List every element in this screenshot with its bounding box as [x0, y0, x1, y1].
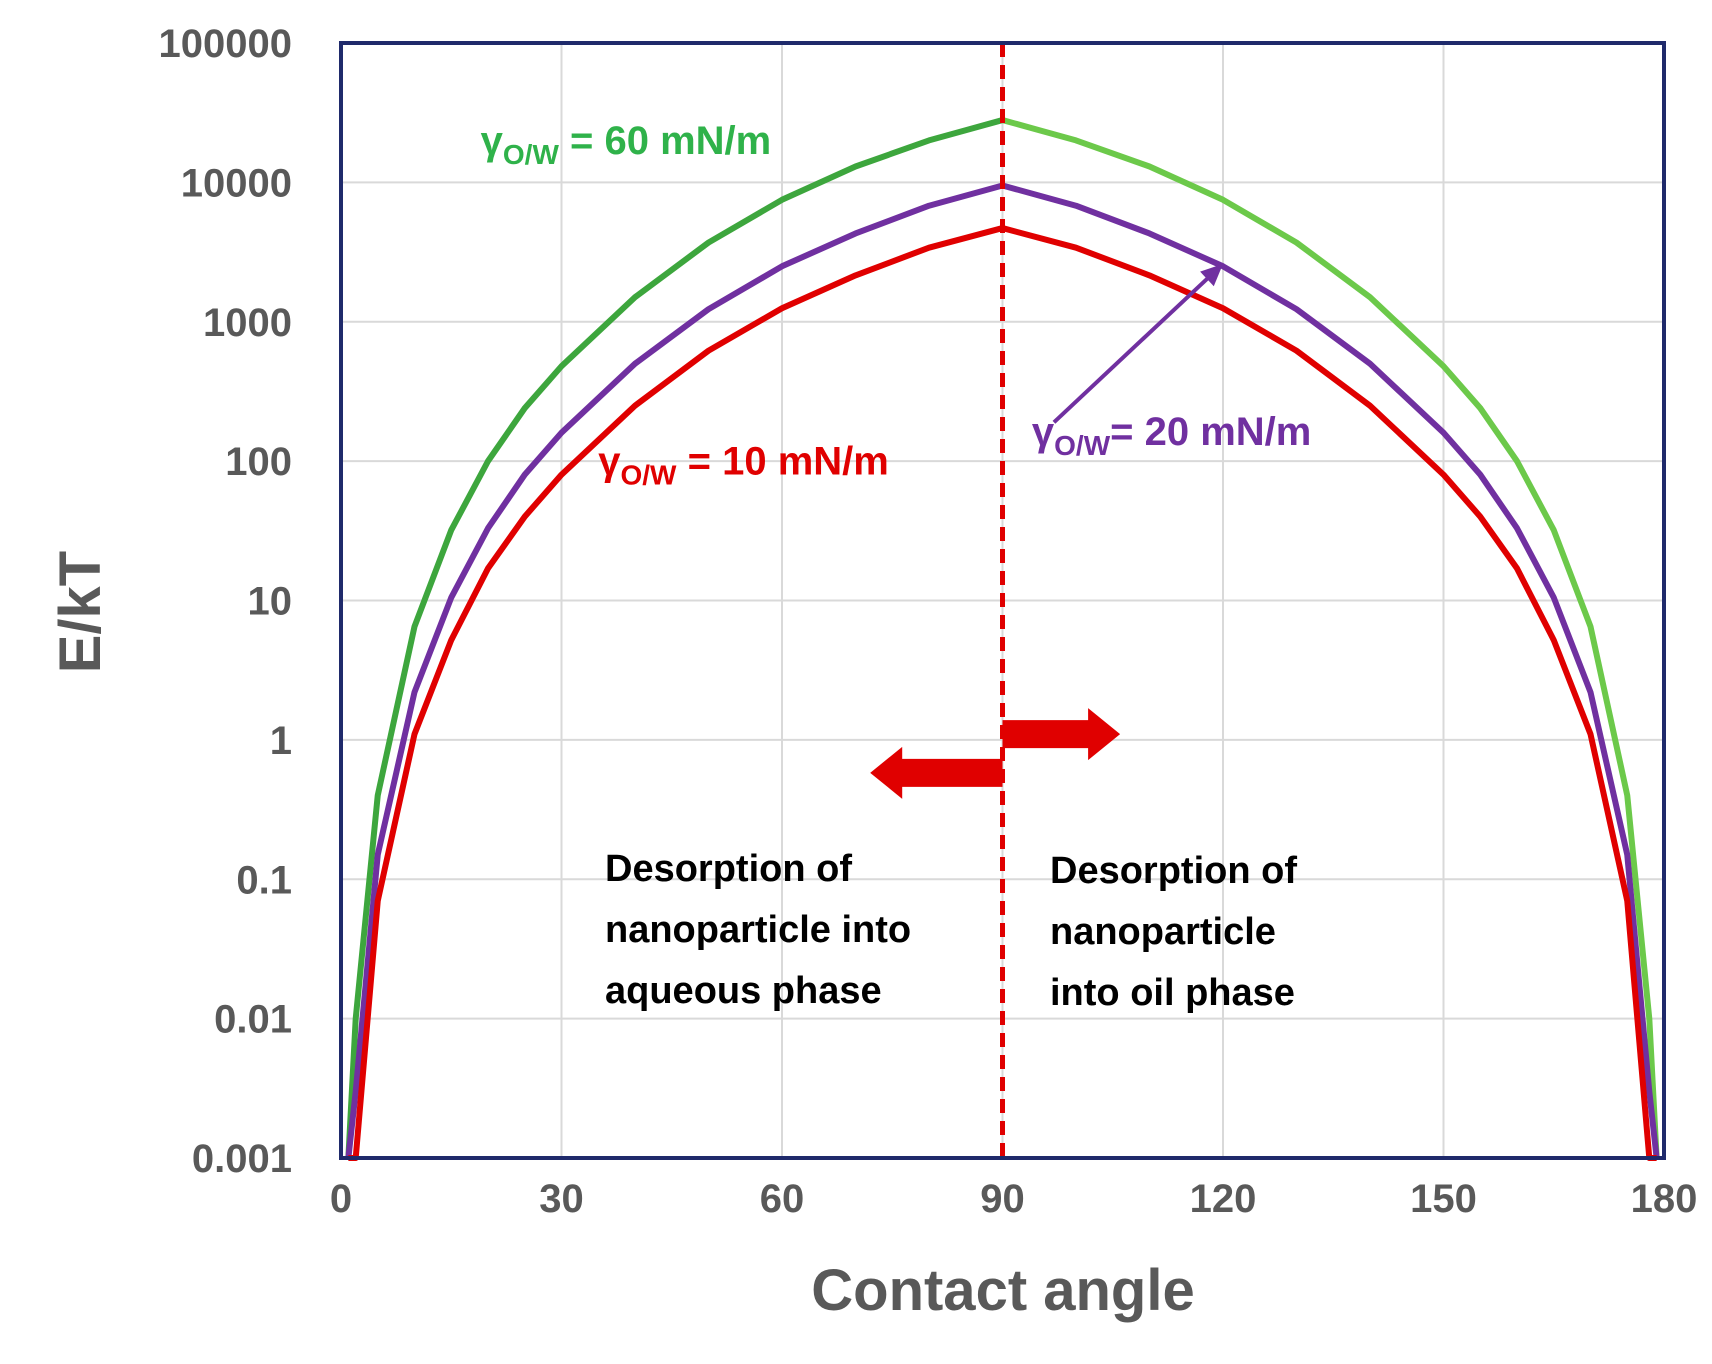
arrow-right-oil — [1002, 708, 1121, 761]
desc-left-line-2: nanoparticle into — [605, 909, 911, 951]
series-line-60-right — [1001, 117, 1660, 1159]
label-20-pointer-head — [1200, 263, 1223, 287]
tick-labels: 0 30 60 90 120 150 180 0.001 0.01 0.1 1 10 100 1000 10… — [159, 22, 1698, 1221]
desc-right-line-3: into oil phase — [1050, 972, 1295, 1014]
x-tick-label: 60 — [760, 1177, 805, 1221]
x-tick-label: 30 — [539, 1177, 584, 1221]
y-tick-label: 1000 — [203, 301, 292, 345]
y-tick-label: 1 — [270, 719, 292, 763]
y-tick-label: 0.1 — [236, 858, 292, 902]
x-tick-label: 150 — [1410, 1177, 1477, 1221]
desc-right-line-2: nanoparticle — [1050, 911, 1276, 953]
y-tick-label: 0.001 — [192, 1137, 292, 1181]
x-tick-label: 90 — [980, 1177, 1025, 1221]
y-tick-label: 10 — [248, 580, 293, 624]
label-20-pointer — [1052, 262, 1225, 424]
plot-frame — [339, 41, 1666, 1160]
desc-left-line-1: Desorption of — [605, 848, 852, 890]
y-tick-label: 100 — [225, 440, 292, 484]
x-tick-label: 0 — [330, 1177, 352, 1221]
y-tick-label: 0.01 — [214, 998, 292, 1042]
x-tick-label: 120 — [1190, 1177, 1257, 1221]
desc-right-line-1: Desorption of — [1050, 850, 1297, 892]
label-gamma-20: γO/W= 20 mN/m — [1032, 410, 1311, 461]
y-tick-label: 10000 — [181, 161, 292, 205]
desc-left-line-3: aqueous phase — [605, 970, 882, 1012]
x-tick-label: 180 — [1631, 1177, 1698, 1221]
x-axis-title: Contact angle — [811, 1258, 1195, 1323]
y-tick-label: 100000 — [159, 22, 292, 66]
series-line-60-left — [345, 117, 1004, 1159]
label-gamma-60: γO/W = 60 mN/m — [481, 119, 772, 170]
label-gamma-10: γO/W = 10 mN/m — [598, 440, 889, 491]
annotations: γO/W = 60 mN/m γO/W= 20 mN/m γO/W = 10 mN/… — [481, 119, 1311, 799]
y-axis-title: E/kT — [48, 551, 113, 674]
description-left: Desorption of nanoparticle into aqueous … — [605, 848, 911, 1012]
arrow-left-aqueous — [870, 746, 1003, 799]
description-right: Desorption of nanoparticle into oil phas… — [1050, 850, 1297, 1014]
